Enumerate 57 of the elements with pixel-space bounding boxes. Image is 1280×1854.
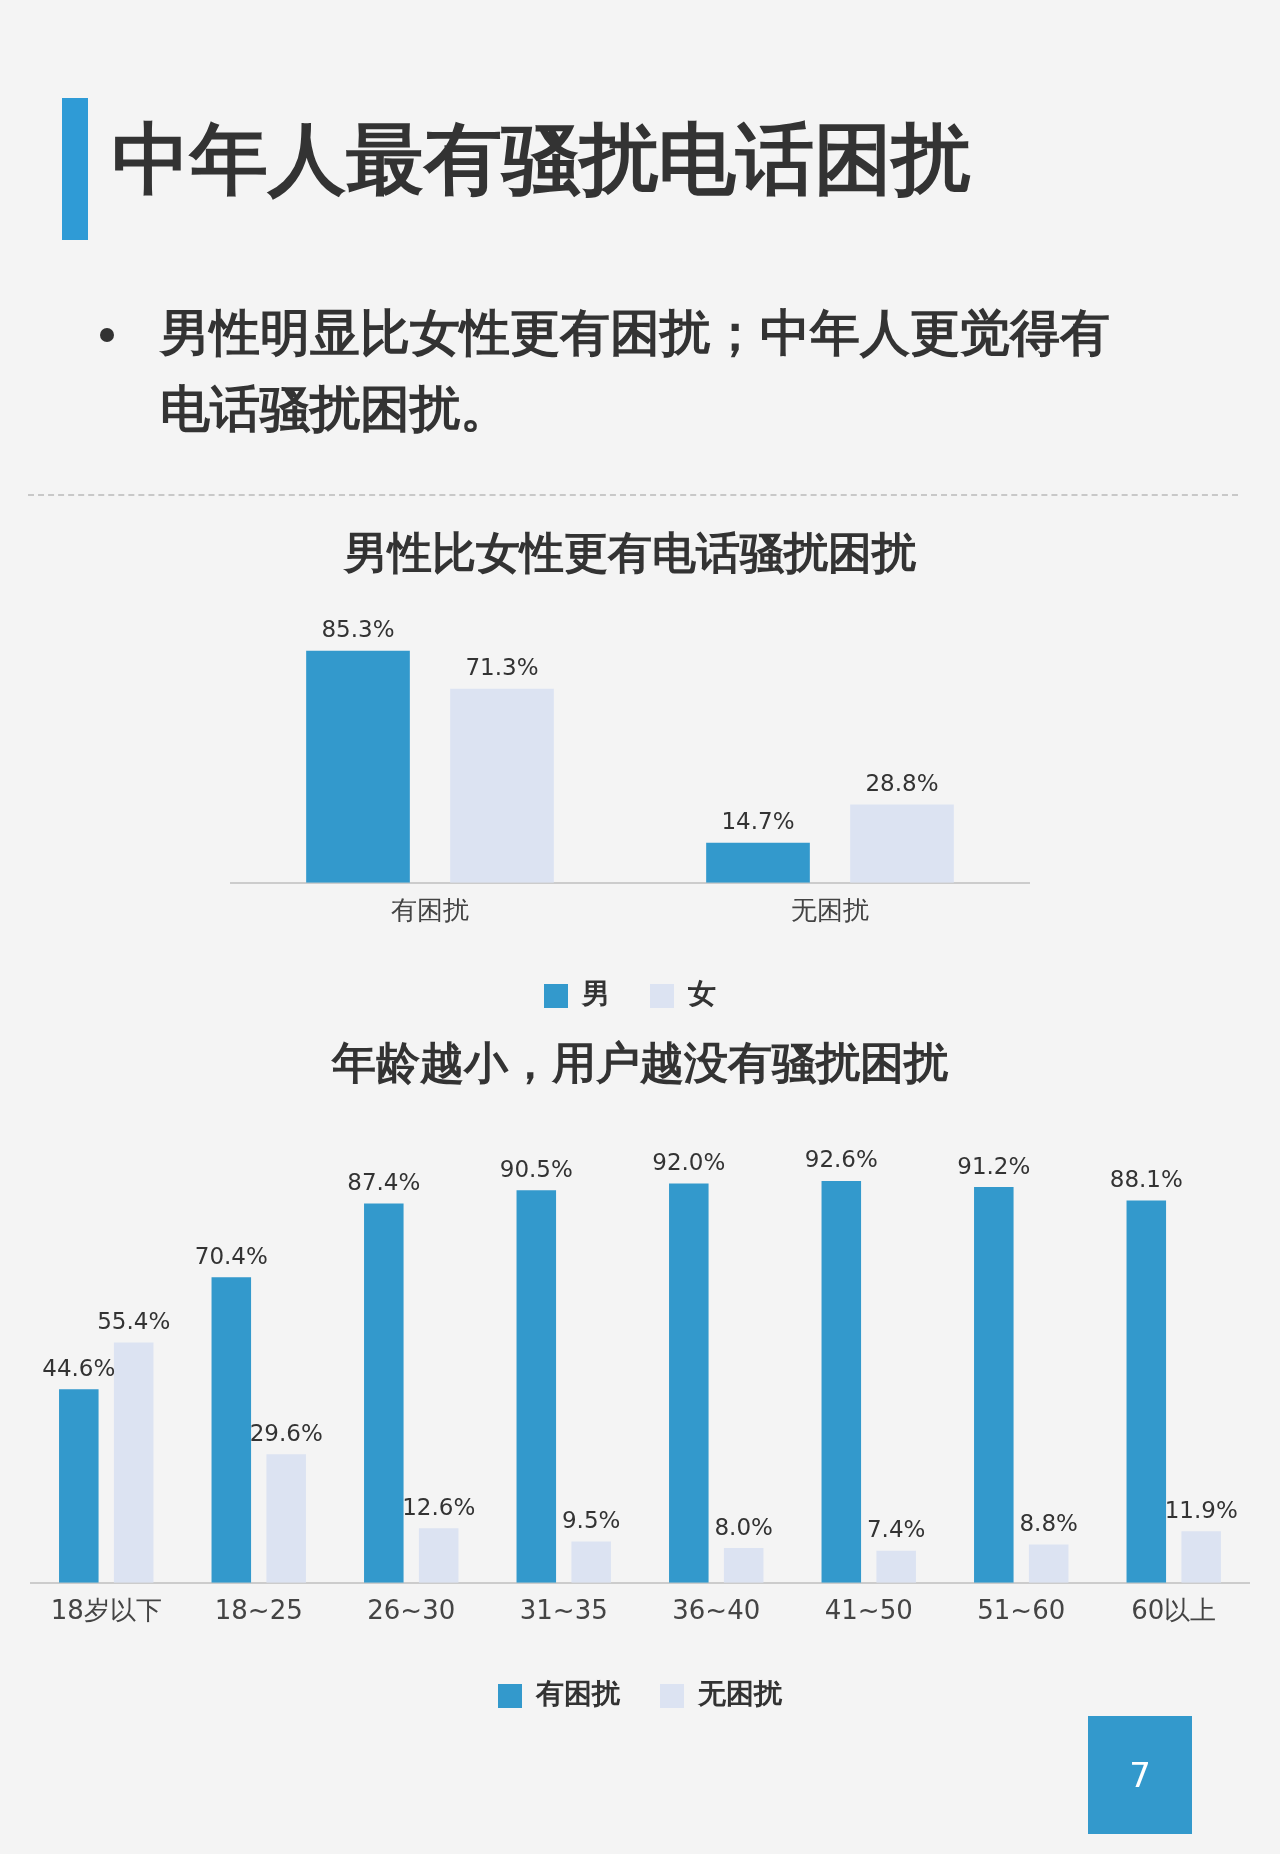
data-label: 90.5% <box>499 1155 573 1182</box>
legend-label: 男 <box>581 977 610 1011</box>
bar <box>418 1528 459 1583</box>
bar <box>211 1277 252 1583</box>
bar <box>306 650 410 883</box>
x-tick-label: 26~30 <box>367 1595 456 1626</box>
bar <box>706 842 810 883</box>
data-label: 14.7% <box>721 808 795 835</box>
x-tick-label: 36~40 <box>672 1595 761 1626</box>
chart-title: 男性比女性更有电话骚扰困扰 <box>342 526 917 578</box>
data-label: 88.1% <box>1109 1166 1183 1193</box>
data-label: 8.0% <box>714 1513 773 1540</box>
x-tick-label: 31~35 <box>519 1595 608 1626</box>
x-tick-label: 60以上 <box>1131 1595 1217 1626</box>
legend-label: 女 <box>687 977 716 1011</box>
data-label: 71.3% <box>465 654 539 681</box>
bar <box>516 1190 557 1583</box>
data-label: 44.6% <box>42 1354 116 1381</box>
bar <box>723 1548 764 1583</box>
bar <box>850 804 954 883</box>
data-label: 11.9% <box>1164 1496 1238 1523</box>
bar <box>1126 1200 1167 1583</box>
data-label: 29.6% <box>249 1419 323 1446</box>
data-label: 28.8% <box>865 769 939 796</box>
bar <box>974 1187 1014 1583</box>
data-label: 12.6% <box>402 1493 476 1520</box>
data-label: 8.8% <box>1019 1510 1078 1537</box>
x-tick-label: 41~50 <box>824 1595 913 1626</box>
data-label: 55.4% <box>97 1307 171 1334</box>
text: 7 <box>1129 1755 1151 1795</box>
data-label: 91.2% <box>957 1152 1031 1179</box>
x-tick-label: 18~25 <box>214 1595 303 1626</box>
data-label: 92.6% <box>804 1146 878 1173</box>
bar <box>821 1181 862 1583</box>
chart-title: 年龄越小，用户越没有骚扰困扰 <box>331 1036 949 1088</box>
bar <box>266 1454 306 1583</box>
bar <box>669 1183 709 1583</box>
data-label: 9.5% <box>561 1507 621 1534</box>
x-tick-label: 51~60 <box>977 1595 1066 1626</box>
text: 男性明显比女性更有困扰；中年人更觉得有电话骚扰困扰。 <box>160 303 1111 440</box>
legend-label: 有困扰 <box>535 1677 621 1711</box>
bar <box>876 1550 916 1583</box>
legend-label: 无困扰 <box>697 1677 783 1711</box>
bar <box>364 1203 404 1583</box>
bar <box>571 1541 611 1583</box>
bar <box>59 1389 99 1583</box>
x-tick-label: 18岁以下 <box>50 1595 162 1626</box>
data-label: 87.4% <box>347 1169 421 1196</box>
bar <box>1181 1531 1221 1583</box>
data-label: 7.4% <box>866 1516 926 1543</box>
bar <box>450 688 554 883</box>
text: 中年人最有骚扰电话困扰 <box>112 113 970 206</box>
bar <box>113 1342 154 1583</box>
data-label: 70.4% <box>194 1242 268 1269</box>
data-label: 92.0% <box>652 1149 726 1176</box>
data-label: 85.3% <box>321 616 395 643</box>
bar <box>1028 1544 1069 1583</box>
